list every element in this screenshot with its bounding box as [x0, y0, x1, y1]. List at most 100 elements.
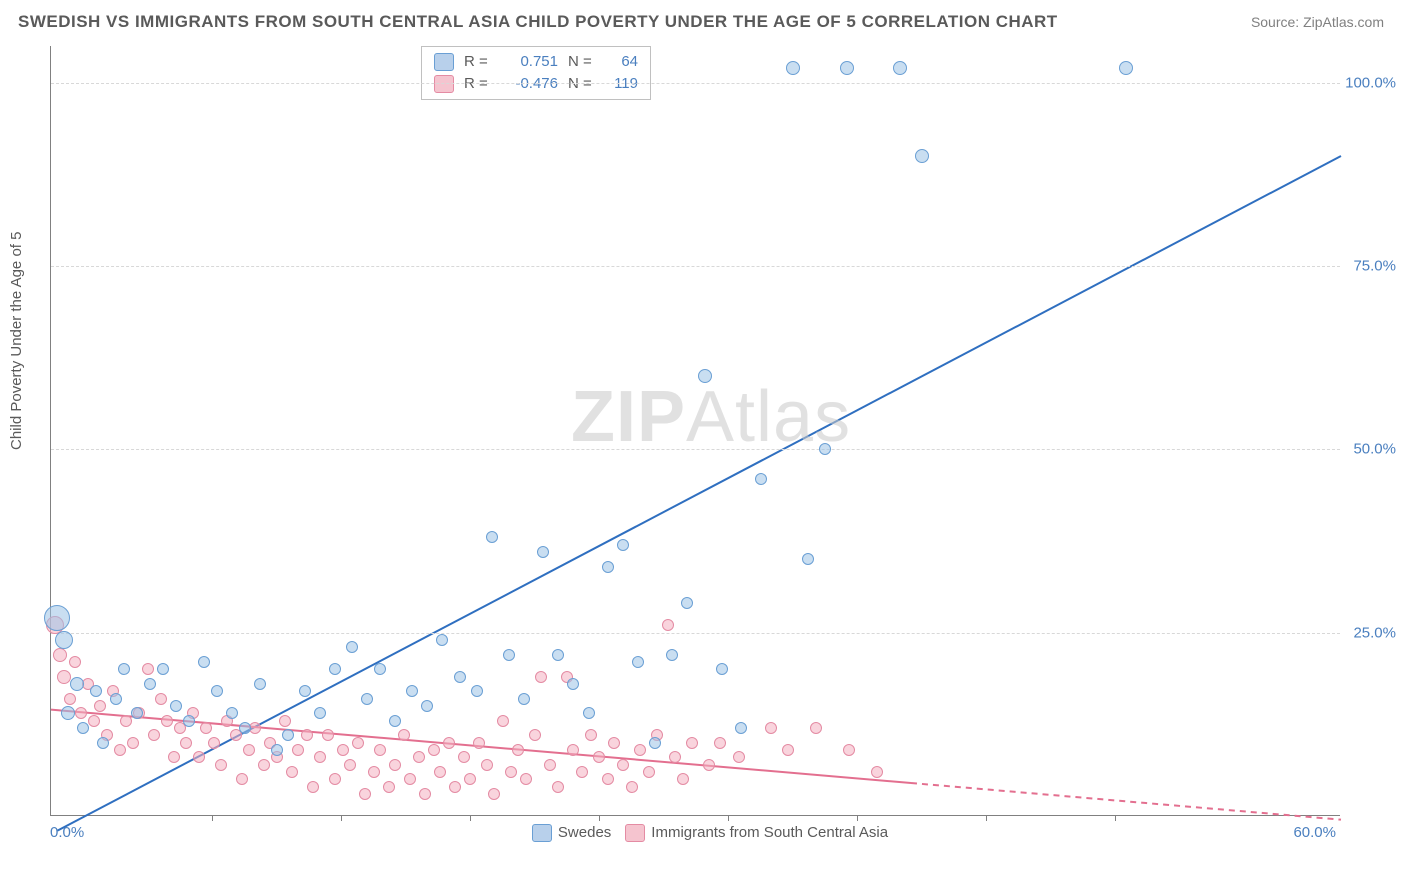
pink-point: [634, 744, 646, 756]
legend-label: Swedes: [558, 824, 611, 841]
blue-point: [299, 685, 311, 697]
blue-point: [786, 61, 800, 75]
pink-point: [168, 751, 180, 763]
pink-point: [337, 744, 349, 756]
pink-point: [458, 751, 470, 763]
x-tick-mark: [470, 815, 471, 821]
pink-point: [428, 744, 440, 756]
legend-label: Immigrants from South Central Asia: [651, 824, 888, 841]
n-label: N =: [568, 73, 596, 95]
n-label: N =: [568, 51, 596, 73]
pink-point: [69, 656, 81, 668]
blue-point: [70, 677, 84, 691]
pink-point: [314, 751, 326, 763]
blue-point: [361, 693, 373, 705]
pink-point: [714, 737, 726, 749]
gridline: [51, 449, 1340, 450]
blue-point: [282, 729, 294, 741]
pink-point: [200, 722, 212, 734]
pink-point: [114, 744, 126, 756]
x-tick-mark: [599, 815, 600, 821]
blue-point: [602, 561, 614, 573]
pink-point: [552, 781, 564, 793]
pink-point: [434, 766, 446, 778]
blue-point: [518, 693, 530, 705]
pink-point: [374, 744, 386, 756]
x-tick-mark: [986, 815, 987, 821]
y-tick-label: 25.0%: [1353, 624, 1396, 641]
blue-point: [131, 707, 143, 719]
pink-point: [810, 722, 822, 734]
pink-point: [643, 766, 655, 778]
pink-point: [127, 737, 139, 749]
stats-legend: R =0.751N =64R =-0.476N =119: [421, 46, 651, 100]
stats-legend-row: R = -0.476 N = 119: [434, 73, 638, 95]
pink-point: [236, 773, 248, 785]
blue-point: [55, 631, 73, 649]
r-value: 0.751: [502, 51, 558, 73]
gridline: [51, 266, 1340, 267]
r-value: -0.476: [502, 73, 558, 95]
y-tick-label: 100.0%: [1345, 74, 1396, 91]
pink-point: [180, 737, 192, 749]
pink-point: [307, 781, 319, 793]
pink-point: [368, 766, 380, 778]
trend-line: [911, 783, 1341, 820]
blue-point: [329, 663, 341, 675]
blue-point: [374, 663, 386, 675]
blue-point: [314, 707, 326, 719]
blue-point: [632, 656, 644, 668]
blue-point: [157, 663, 169, 675]
pink-point: [585, 729, 597, 741]
pink-point: [383, 781, 395, 793]
blue-point: [77, 722, 89, 734]
pink-point: [669, 751, 681, 763]
pink-point: [75, 707, 87, 719]
n-value: 119: [606, 73, 638, 95]
pink-point: [733, 751, 745, 763]
pink-point: [567, 744, 579, 756]
pink-point: [535, 671, 547, 683]
trend-lines-layer: [51, 46, 1340, 815]
pink-point: [686, 737, 698, 749]
y-tick-label: 75.0%: [1353, 258, 1396, 275]
pink-point: [520, 773, 532, 785]
blue-point: [346, 641, 358, 653]
source-prefix: Source:: [1251, 14, 1303, 30]
pink-point: [443, 737, 455, 749]
x-tick-mark: [341, 815, 342, 821]
blue-point: [198, 656, 210, 668]
pink-point: [155, 693, 167, 705]
pink-point: [243, 744, 255, 756]
y-tick-label: 50.0%: [1353, 441, 1396, 458]
x-tick-mark: [1115, 815, 1116, 821]
pink-point: [505, 766, 517, 778]
blue-point: [617, 539, 629, 551]
blue-point: [583, 707, 595, 719]
pink-point: [120, 715, 132, 727]
pink-point: [279, 715, 291, 727]
pink-point: [398, 729, 410, 741]
pink-point: [449, 781, 461, 793]
pink-point: [617, 759, 629, 771]
blue-point: [755, 473, 767, 485]
pink-point: [602, 773, 614, 785]
pink-point: [576, 766, 588, 778]
blue-point: [537, 546, 549, 558]
blue-point: [144, 678, 156, 690]
blue-point: [716, 663, 728, 675]
blue-point: [735, 722, 747, 734]
pink-point: [473, 737, 485, 749]
gridline: [51, 83, 1340, 84]
pink-point: [64, 693, 76, 705]
pink-point: [53, 648, 67, 662]
pink-point: [677, 773, 689, 785]
source-link[interactable]: ZipAtlas.com: [1303, 14, 1384, 30]
pink-point: [626, 781, 638, 793]
blue-point: [893, 61, 907, 75]
pink-point: [249, 722, 261, 734]
pink-point: [843, 744, 855, 756]
pink-point: [593, 751, 605, 763]
r-label: R =: [464, 73, 492, 95]
pink-point: [215, 759, 227, 771]
